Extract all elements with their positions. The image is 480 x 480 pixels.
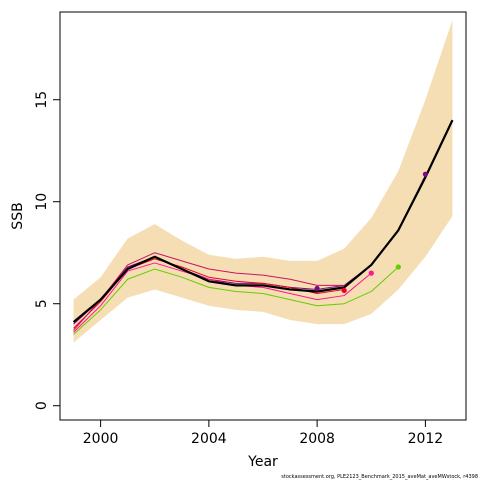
y-tick-label-15: 15 bbox=[34, 91, 50, 109]
y-tick-label-0: 0 bbox=[34, 401, 50, 410]
retro-line-5 bbox=[73, 266, 399, 335]
y-tick-label-5: 5 bbox=[34, 299, 50, 308]
y-tick-label-10: 10 bbox=[34, 193, 50, 211]
endpoint-marker-4 bbox=[422, 171, 428, 177]
y-axis: 0 5 10 15 bbox=[34, 91, 60, 410]
endpoint-marker-1 bbox=[341, 287, 347, 294]
confidence-band bbox=[73, 20, 453, 343]
confidence-band-area bbox=[73, 20, 453, 343]
x-axis-title: Year bbox=[247, 454, 278, 470]
footnote: stockassessment.org, PLE2123_Benchmark_2… bbox=[281, 474, 478, 480]
x-tick-label-2004: 2004 bbox=[191, 431, 227, 447]
x-tick-label-2000: 2000 bbox=[83, 431, 119, 447]
x-axis: 2000 2004 2008 2012 bbox=[83, 420, 443, 447]
ssb-estimate-line bbox=[72, 119, 454, 323]
endpoint-marker-0 bbox=[314, 285, 320, 292]
x-tick-label-2012: 2012 bbox=[408, 431, 444, 447]
endpoint-marker-3 bbox=[395, 264, 401, 270]
series-lines bbox=[72, 119, 454, 335]
endpoint-markers bbox=[314, 171, 428, 294]
retro-line-3 bbox=[73, 252, 345, 331]
x-tick-label-2008: 2008 bbox=[299, 431, 335, 447]
endpoint-marker-2 bbox=[368, 270, 374, 276]
y-axis-title: SSB bbox=[10, 202, 26, 229]
plot-frame bbox=[59, 11, 467, 421]
